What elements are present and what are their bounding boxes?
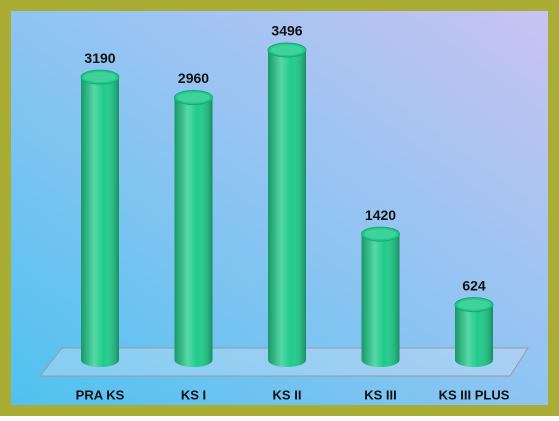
x-tick-label: KS I: [181, 387, 206, 402]
cylinder-shade: [361, 234, 400, 367]
cylinder-top: [80, 69, 120, 85]
x-tick-label: KS II: [273, 387, 302, 402]
x-tick-label: KS III: [364, 387, 397, 402]
x-tick-label: KS III PLUS: [439, 387, 510, 402]
x-tick-label: PRA KS: [76, 387, 125, 402]
data-label: 1420: [365, 207, 396, 223]
data-label: 3496: [271, 23, 302, 39]
cylinder-top-highlight: [84, 72, 116, 83]
cylinder-shade: [174, 97, 213, 368]
cylinder-top-highlight: [177, 92, 210, 103]
cylinder-top: [267, 42, 307, 58]
cylinder-top-highlight: [458, 299, 490, 310]
cylinder-top: [174, 90, 213, 106]
cylinder-shade: [455, 304, 493, 367]
cylinder-top: [454, 297, 494, 313]
data-label: 3190: [84, 50, 115, 66]
data-label: 2960: [178, 70, 209, 86]
cylinder-top-highlight: [271, 45, 303, 55]
cylinder-top-highlight: [364, 229, 397, 240]
cylinder-shade: [81, 77, 119, 368]
cylinder-top: [361, 226, 400, 242]
cylinder-shade: [268, 50, 306, 367]
data-label: 624: [462, 277, 486, 293]
